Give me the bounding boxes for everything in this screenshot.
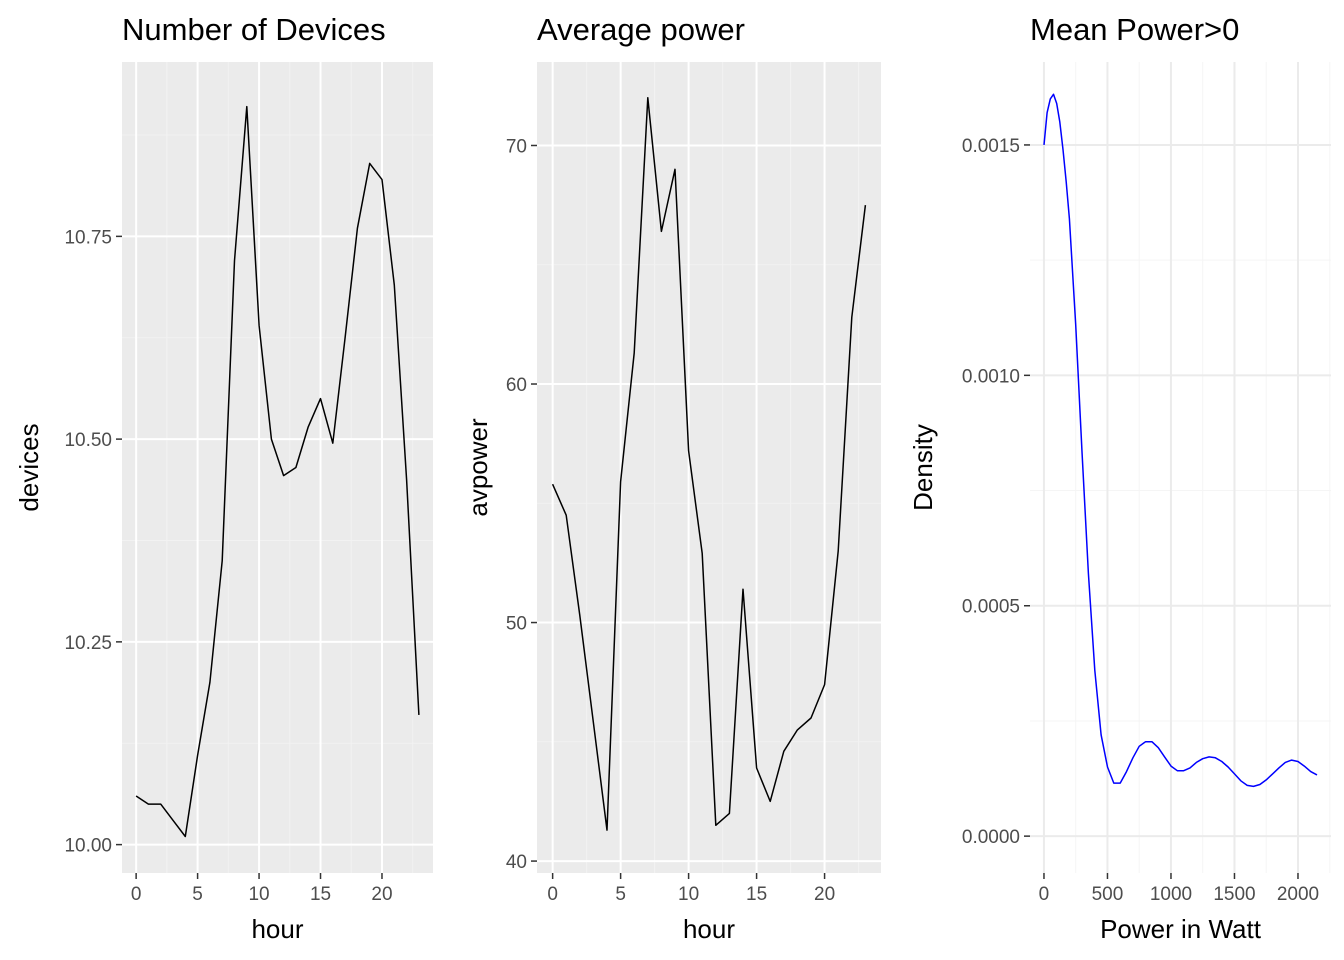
x-axis-title: hour bbox=[251, 914, 303, 944]
x-tick-label: 1000 bbox=[1150, 884, 1192, 905]
y-tick-label: 60 bbox=[506, 375, 527, 396]
x-tick-label: 15 bbox=[746, 884, 767, 905]
y-tick-label: 10.00 bbox=[64, 836, 112, 857]
y-tick-label: 70 bbox=[506, 136, 527, 157]
y-tick-label: 10.75 bbox=[64, 227, 112, 248]
x-tick-label: 0 bbox=[547, 884, 558, 905]
x-tick-label: 0 bbox=[1039, 884, 1050, 905]
y-tick-label: 0.0010 bbox=[962, 366, 1020, 387]
y-axis-title: avpower bbox=[463, 418, 493, 517]
y-tick-label: 50 bbox=[506, 614, 527, 635]
x-tick-label: 500 bbox=[1092, 884, 1124, 905]
x-tick-label: 20 bbox=[371, 884, 392, 905]
y-axis-title: devices bbox=[14, 423, 44, 511]
x-tick-label: 5 bbox=[615, 884, 626, 905]
y-tick-label: 0.0000 bbox=[962, 827, 1020, 848]
series-line bbox=[135, 105, 420, 838]
y-axis-title: Density bbox=[908, 424, 938, 511]
plot-panel bbox=[537, 62, 881, 873]
plot-panel bbox=[1030, 62, 1331, 873]
plot-panel bbox=[122, 62, 433, 873]
x-tick-label: 1500 bbox=[1213, 884, 1255, 905]
chart-title: Average power bbox=[537, 12, 745, 47]
devices-chart: 0 5 10 15 20 10.00 10.25 10.50 10.75 Number of De… bbox=[14, 12, 433, 944]
x-axis-title: hour bbox=[683, 914, 735, 944]
chart-title: Number of Devices bbox=[122, 12, 386, 47]
avpower-chart: 0 5 10 15 20 40 50 60 70 Average power hour avpower bbox=[463, 12, 881, 944]
chart-title: Mean Power>0 bbox=[1030, 12, 1239, 47]
y-tick-label: 0.0015 bbox=[962, 136, 1020, 157]
y-tick-label: 0.0005 bbox=[962, 597, 1020, 618]
x-tick-label: 15 bbox=[310, 884, 331, 905]
density-chart: 0 500 1000 1500 2000 0.0000 0.0005 0.0010 0.0015… bbox=[908, 12, 1331, 944]
y-tick-label: 40 bbox=[506, 852, 527, 873]
series-line bbox=[1043, 93, 1318, 788]
x-tick-label: 2000 bbox=[1277, 884, 1319, 905]
x-tick-label: 5 bbox=[192, 884, 203, 905]
x-tick-label: 20 bbox=[814, 884, 835, 905]
x-tick-label: 10 bbox=[678, 884, 699, 905]
y-tick-label: 10.25 bbox=[64, 633, 112, 654]
x-tick-label: 10 bbox=[248, 884, 269, 905]
x-tick-label: 0 bbox=[131, 884, 142, 905]
y-tick-label: 10.50 bbox=[64, 430, 112, 451]
series-line bbox=[551, 97, 867, 831]
x-axis-title: Power in Watt bbox=[1100, 914, 1262, 944]
